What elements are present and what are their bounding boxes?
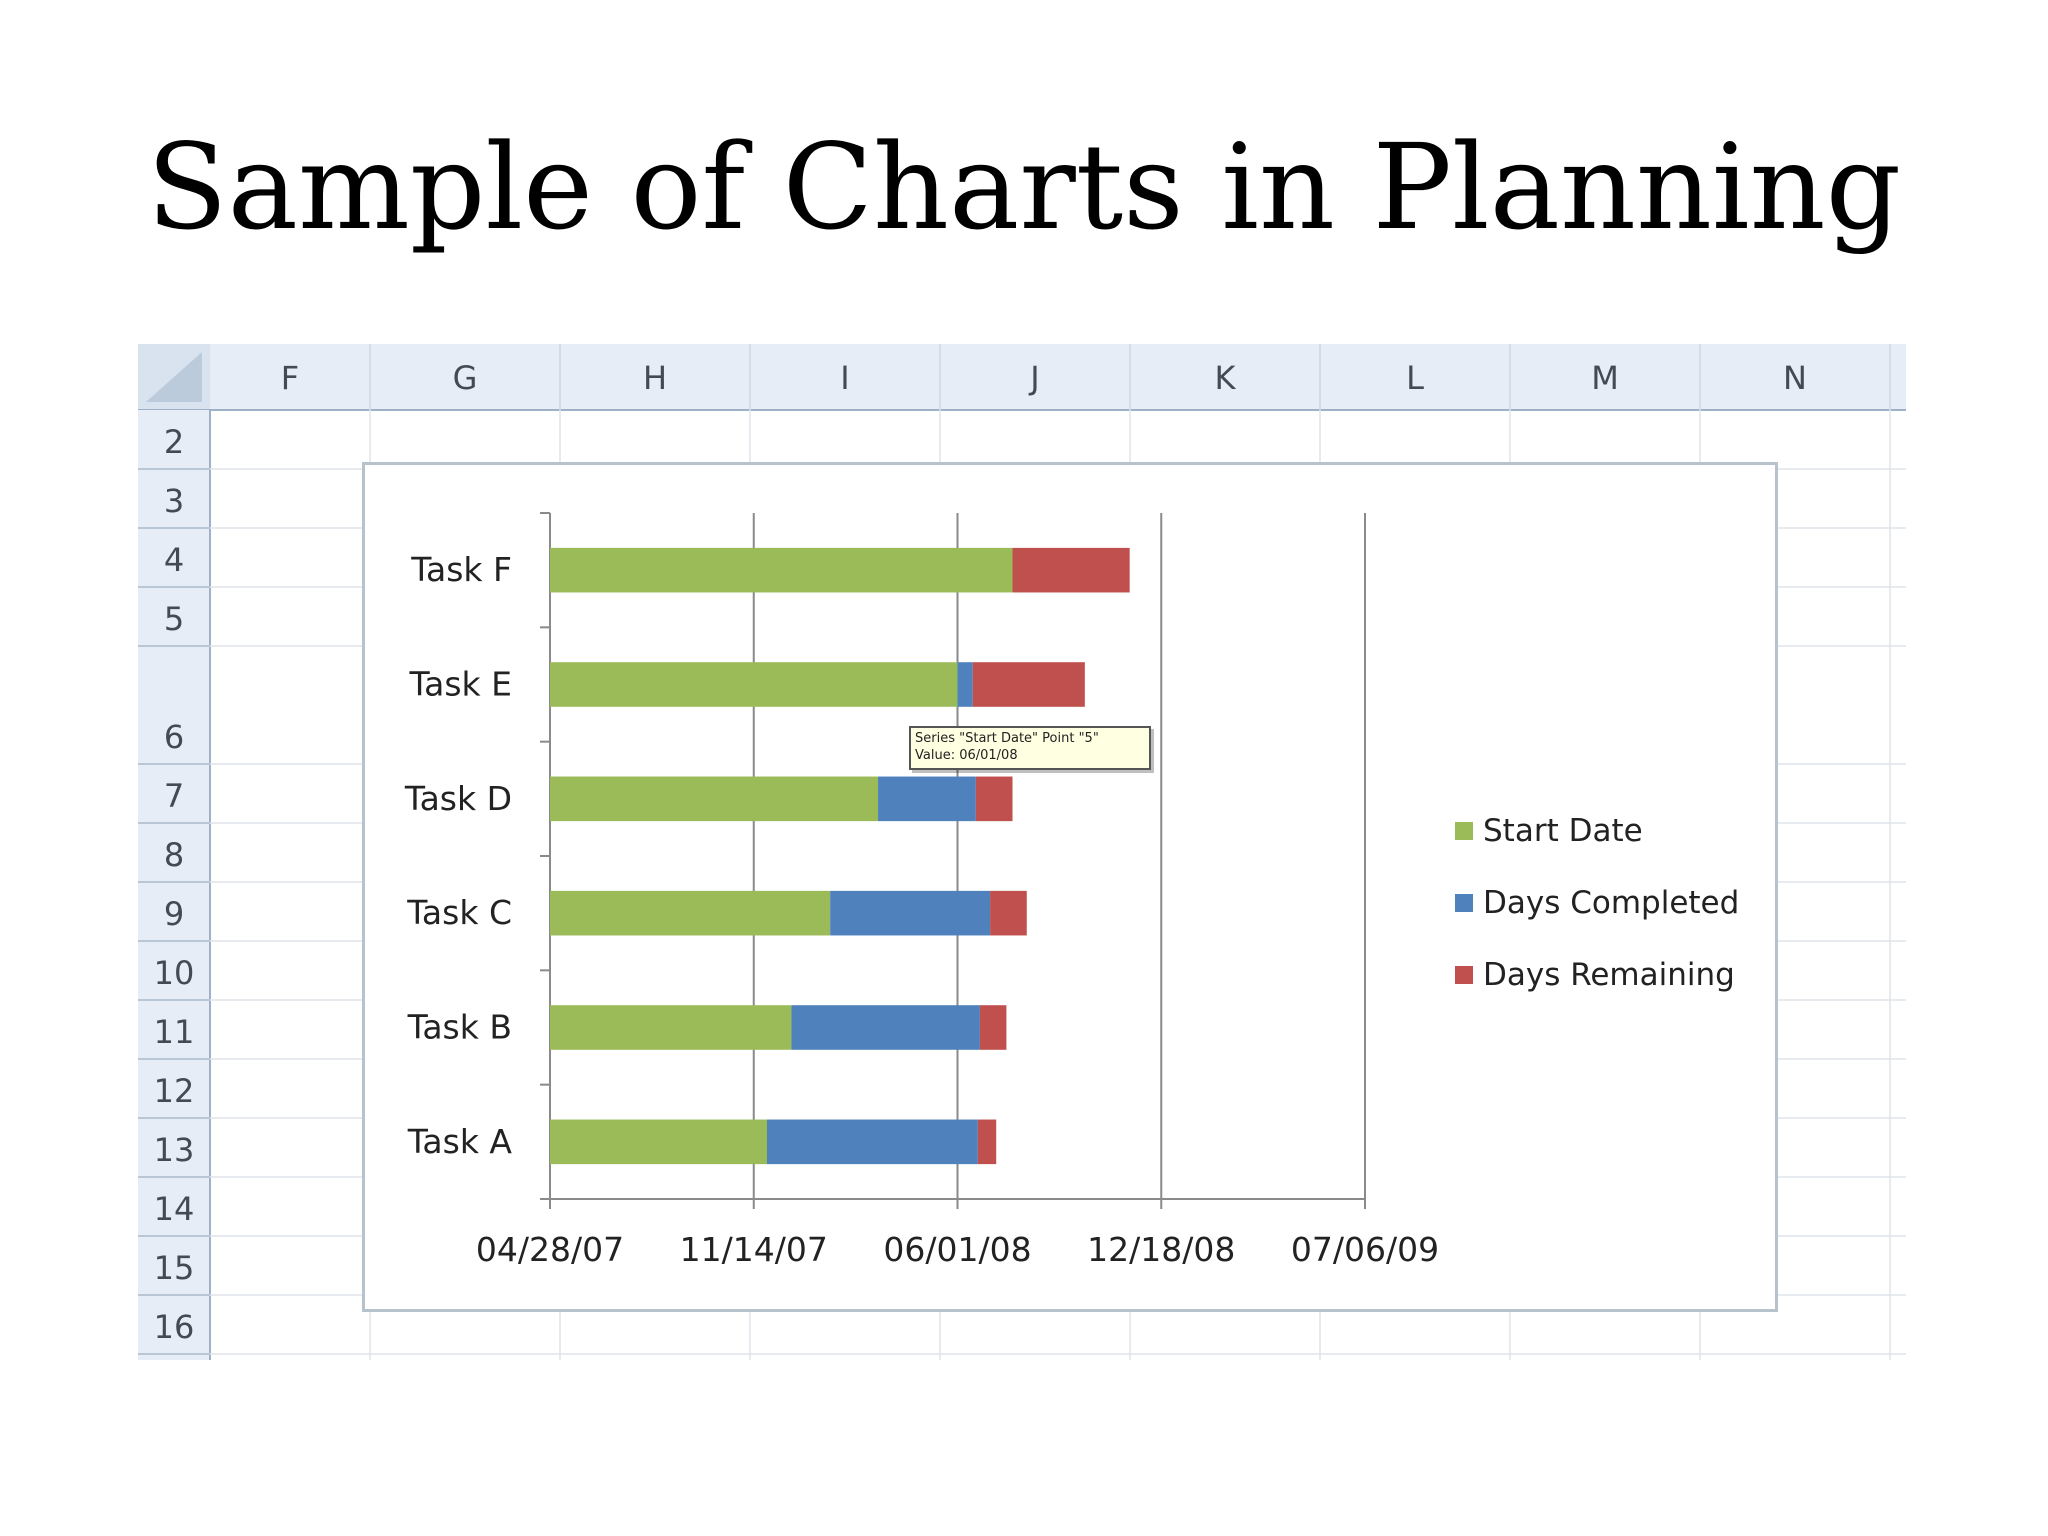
bar-days-completed[interactable] bbox=[957, 662, 973, 707]
bar-days-completed[interactable] bbox=[830, 890, 991, 936]
row-header-label[interactable]: 15 bbox=[154, 1249, 195, 1287]
tooltip-line: Series "Start Date" Point "5" bbox=[915, 731, 1099, 746]
row-header-label[interactable]: 14 bbox=[154, 1190, 195, 1228]
column-header-background bbox=[138, 344, 1906, 410]
bar-start-date[interactable] bbox=[550, 1119, 767, 1165]
legend-label: Days Remaining bbox=[1483, 957, 1735, 993]
bar-days-remaining[interactable] bbox=[972, 662, 1085, 707]
column-header-label[interactable]: F bbox=[281, 359, 299, 397]
row-header-label[interactable]: 5 bbox=[164, 600, 184, 638]
row-header-label[interactable]: 4 bbox=[164, 541, 184, 579]
spreadsheet: F G H I J K L M N 2 3 4 5 6 7 8 9 10 11 12 13 14 15 16 04/28/07… bbox=[138, 344, 1906, 1360]
legend-swatch-start-date bbox=[1455, 822, 1473, 840]
column-header-label[interactable]: G bbox=[453, 359, 478, 397]
row-header-label[interactable]: 8 bbox=[164, 836, 184, 874]
row-header-label[interactable]: 6 bbox=[164, 718, 184, 756]
row-header-label[interactable]: 2 bbox=[164, 423, 184, 461]
y-category-label: Task A bbox=[407, 1122, 513, 1161]
bar-days-remaining[interactable] bbox=[979, 1005, 1007, 1050]
x-tick-label: 12/18/08 bbox=[1087, 1230, 1235, 1269]
gantt-chart: 04/28/07 11/14/07 06/01/08 12/18/08 07/06/09… bbox=[404, 512, 1439, 1269]
bar-days-remaining[interactable] bbox=[1012, 547, 1130, 593]
row-header-label[interactable]: 11 bbox=[154, 1013, 195, 1051]
bar-start-date[interactable] bbox=[550, 890, 831, 936]
bar-days-completed[interactable] bbox=[878, 776, 976, 822]
legend-item-start-date: Start Date bbox=[1455, 795, 1739, 867]
bar-days-completed[interactable] bbox=[766, 1119, 978, 1165]
column-header-label[interactable]: K bbox=[1215, 359, 1237, 397]
row-header-background bbox=[138, 410, 210, 1360]
bar-days-completed[interactable] bbox=[791, 1005, 980, 1050]
x-tick-label: 07/06/09 bbox=[1291, 1230, 1439, 1269]
row-header-label[interactable]: 7 bbox=[164, 777, 184, 815]
bar-start-date[interactable] bbox=[550, 547, 1013, 593]
legend-label: Days Completed bbox=[1483, 885, 1740, 921]
bar-days-remaining[interactable] bbox=[977, 1119, 997, 1165]
legend: Start Date Days Completed Days Remaining bbox=[1455, 795, 1739, 1011]
bar-days-remaining[interactable] bbox=[975, 776, 1013, 822]
y-category-label: Task C bbox=[406, 893, 512, 932]
bar-start-date[interactable] bbox=[550, 1005, 792, 1050]
x-tick-label: 11/14/07 bbox=[680, 1230, 828, 1269]
legend-swatch-days-completed bbox=[1455, 894, 1473, 912]
row-header-label[interactable]: 16 bbox=[154, 1308, 195, 1346]
tooltip-line: Value: 06/01/08 bbox=[915, 748, 1018, 763]
legend-swatch-days-remaining bbox=[1455, 966, 1473, 984]
row-header-label[interactable]: 13 bbox=[154, 1131, 195, 1169]
bar-start-date[interactable] bbox=[550, 662, 958, 707]
row-header-label[interactable]: 12 bbox=[154, 1072, 195, 1110]
legend-item-days-completed: Days Completed bbox=[1455, 867, 1739, 939]
column-header-label[interactable]: I bbox=[840, 359, 849, 397]
column-header-label[interactable]: M bbox=[1591, 359, 1619, 397]
legend-label: Start Date bbox=[1483, 813, 1643, 849]
x-tick-label: 04/28/07 bbox=[476, 1230, 624, 1269]
column-header-bar: F G H I J K L M N bbox=[138, 344, 1906, 411]
column-header-label[interactable]: N bbox=[1783, 359, 1807, 397]
y-category-label: Task D bbox=[404, 779, 512, 818]
chart-area[interactable]: 04/28/07 11/14/07 06/01/08 12/18/08 07/06/09… bbox=[362, 462, 1778, 1312]
row-header-label[interactable]: 10 bbox=[154, 954, 195, 992]
y-category-label: Task E bbox=[408, 665, 512, 704]
bar-days-remaining[interactable] bbox=[990, 890, 1027, 936]
bar-start-date[interactable] bbox=[550, 776, 879, 822]
select-all-triangle-icon bbox=[146, 352, 202, 402]
y-category-label: Task F bbox=[410, 550, 512, 589]
column-header-label[interactable]: J bbox=[1028, 359, 1039, 397]
x-tick-label: 06/01/08 bbox=[883, 1230, 1031, 1269]
row-header-label[interactable]: 3 bbox=[164, 482, 184, 520]
data-point-tooltip: Series "Start Date" Point "5" Value: 06/… bbox=[909, 726, 1151, 770]
row-header-label[interactable]: 9 bbox=[164, 895, 184, 933]
legend-item-days-remaining: Days Remaining bbox=[1455, 939, 1739, 1011]
column-header-label[interactable]: L bbox=[1406, 359, 1424, 397]
row-header-bar: 2 3 4 5 6 7 8 9 10 11 12 13 14 15 16 bbox=[138, 410, 211, 1360]
y-category-label: Task B bbox=[407, 1008, 512, 1047]
column-header-label[interactable]: H bbox=[643, 359, 667, 397]
slide-title: Sample of Charts in Planning bbox=[146, 118, 1902, 256]
